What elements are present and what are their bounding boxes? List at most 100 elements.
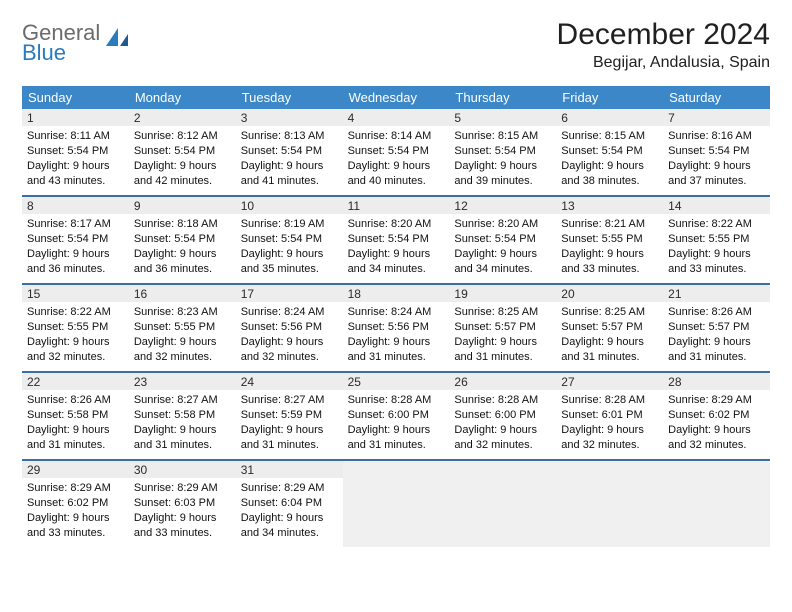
calendar-day: 16Sunrise: 8:23 AMSunset: 5:55 PMDayligh… [129, 285, 236, 371]
calendar-day: 28Sunrise: 8:29 AMSunset: 6:02 PMDayligh… [663, 373, 770, 459]
sunset-line: Sunset: 5:54 PM [241, 144, 338, 159]
sunset-line: Sunset: 5:58 PM [134, 408, 231, 423]
day-number: 23 [129, 373, 236, 390]
sunset-line: Sunset: 6:00 PM [454, 408, 551, 423]
sunset-line: Sunset: 5:55 PM [668, 232, 765, 247]
day-number: 20 [556, 285, 663, 302]
calendar-day: 20Sunrise: 8:25 AMSunset: 5:57 PMDayligh… [556, 285, 663, 371]
daylight-line: Daylight: 9 hours and 31 minutes. [561, 335, 658, 365]
dayname-friday: Friday [556, 86, 663, 109]
day-number: 19 [449, 285, 556, 302]
sunset-line: Sunset: 5:54 PM [27, 144, 124, 159]
calendar-week: 29Sunrise: 8:29 AMSunset: 6:02 PMDayligh… [22, 461, 770, 547]
sunset-line: Sunset: 6:04 PM [241, 496, 338, 511]
daylight-line: Daylight: 9 hours and 32 minutes. [561, 423, 658, 453]
calendar-day-empty [556, 461, 663, 547]
day-number: 22 [22, 373, 129, 390]
sunrise-line: Sunrise: 8:14 AM [348, 129, 445, 144]
sunset-line: Sunset: 6:02 PM [27, 496, 124, 511]
daylight-line: Daylight: 9 hours and 37 minutes. [668, 159, 765, 189]
daylight-line: Daylight: 9 hours and 42 minutes. [134, 159, 231, 189]
daylight-line: Daylight: 9 hours and 39 minutes. [454, 159, 551, 189]
day-number: 6 [556, 109, 663, 126]
day-number: 14 [663, 197, 770, 214]
daylight-line: Daylight: 9 hours and 35 minutes. [241, 247, 338, 277]
day-number: 13 [556, 197, 663, 214]
sunrise-line: Sunrise: 8:25 AM [454, 305, 551, 320]
day-number: 29 [22, 461, 129, 478]
calendar-day: 1Sunrise: 8:11 AMSunset: 5:54 PMDaylight… [22, 109, 129, 195]
dayname-saturday: Saturday [663, 86, 770, 109]
sunset-line: Sunset: 5:59 PM [241, 408, 338, 423]
calendar-week: 1Sunrise: 8:11 AMSunset: 5:54 PMDaylight… [22, 109, 770, 197]
sunrise-line: Sunrise: 8:24 AM [241, 305, 338, 320]
daylight-line: Daylight: 9 hours and 32 minutes. [134, 335, 231, 365]
sunrise-line: Sunrise: 8:28 AM [348, 393, 445, 408]
sunset-line: Sunset: 5:54 PM [454, 144, 551, 159]
calendar-day: 30 Sunrise: 8:29 AMSunset: 6:03 PMDayligh… [129, 461, 236, 547]
calendar-day-empty [343, 461, 450, 547]
dayname-sunday: Sunday [22, 86, 129, 109]
daylight-line: Daylight: 9 hours and 33 minutes. [134, 511, 231, 541]
sunrise-line: Sunrise: 8:29 AM [134, 481, 231, 496]
calendar-day: 25Sunrise: 8:28 AMSunset: 6:00 PMDayligh… [343, 373, 450, 459]
sunrise-line: Sunrise: 8:29 AM [27, 481, 124, 496]
day-number: 31 [236, 461, 343, 478]
dayname-row: Sunday Monday Tuesday Wednesday Thursday… [22, 86, 770, 109]
sunrise-line: Sunrise: 8:19 AM [241, 217, 338, 232]
calendar-day: 10Sunrise: 8:19 AMSunset: 5:54 PMDayligh… [236, 197, 343, 283]
day-number: 7 [663, 109, 770, 126]
daylight-line: Daylight: 9 hours and 32 minutes. [241, 335, 338, 365]
sunset-line: Sunset: 6:01 PM [561, 408, 658, 423]
sunset-line: Sunset: 5:54 PM [134, 232, 231, 247]
sunset-line: Sunset: 6:02 PM [668, 408, 765, 423]
daylight-line: Daylight: 9 hours and 31 minutes. [134, 423, 231, 453]
calendar-week: 22Sunrise: 8:26 AMSunset: 5:58 PMDayligh… [22, 373, 770, 461]
day-number: 30 [129, 461, 236, 478]
calendar-day-empty [449, 461, 556, 547]
day-number: 1 [22, 109, 129, 126]
sunset-line: Sunset: 5:54 PM [348, 232, 445, 247]
sunset-line: Sunset: 6:03 PM [134, 496, 231, 511]
dayname-monday: Monday [129, 86, 236, 109]
dayname-wednesday: Wednesday [343, 86, 450, 109]
day-number: 21 [663, 285, 770, 302]
sunrise-line: Sunrise: 8:28 AM [561, 393, 658, 408]
day-number: 10 [236, 197, 343, 214]
sunset-line: Sunset: 5:54 PM [454, 232, 551, 247]
daylight-line: Daylight: 9 hours and 32 minutes. [668, 423, 765, 453]
calendar-day: 31Sunrise: 8:29 AMSunset: 6:04 PMDayligh… [236, 461, 343, 547]
sunrise-line: Sunrise: 8:26 AM [27, 393, 124, 408]
calendar-day: 6Sunrise: 8:15 AMSunset: 5:54 PMDaylight… [556, 109, 663, 195]
daylight-line: Daylight: 9 hours and 38 minutes. [561, 159, 658, 189]
sunrise-line: Sunrise: 8:18 AM [134, 217, 231, 232]
sunset-line: Sunset: 5:55 PM [134, 320, 231, 335]
calendar-day: 17Sunrise: 8:24 AMSunset: 5:56 PMDayligh… [236, 285, 343, 371]
sunset-line: Sunset: 5:54 PM [348, 144, 445, 159]
calendar-day: 21Sunrise: 8:26 AMSunset: 5:57 PMDayligh… [663, 285, 770, 371]
daylight-line: Daylight: 9 hours and 40 minutes. [348, 159, 445, 189]
title-block: December 2024 Begijar, Andalusia, Spain [557, 18, 770, 72]
sunrise-line: Sunrise: 8:15 AM [561, 129, 658, 144]
sunrise-line: Sunrise: 8:22 AM [27, 305, 124, 320]
daylight-line: Daylight: 9 hours and 36 minutes. [134, 247, 231, 277]
sunrise-line: Sunrise: 8:23 AM [134, 305, 231, 320]
daylight-line: Daylight: 9 hours and 31 minutes. [668, 335, 765, 365]
day-number: 18 [343, 285, 450, 302]
sunrise-line: Sunrise: 8:17 AM [27, 217, 124, 232]
sunrise-line: Sunrise: 8:20 AM [348, 217, 445, 232]
sunset-line: Sunset: 5:57 PM [454, 320, 551, 335]
sunrise-line: Sunrise: 8:16 AM [668, 129, 765, 144]
calendar-day: 15Sunrise: 8:22 AMSunset: 5:55 PMDayligh… [22, 285, 129, 371]
sunrise-line: Sunrise: 8:26 AM [668, 305, 765, 320]
daylight-line: Daylight: 9 hours and 31 minutes. [241, 423, 338, 453]
day-number: 28 [663, 373, 770, 390]
sunset-line: Sunset: 5:54 PM [134, 144, 231, 159]
calendar-day: 8Sunrise: 8:17 AMSunset: 5:54 PMDaylight… [22, 197, 129, 283]
calendar-day: 18Sunrise: 8:24 AMSunset: 5:56 PMDayligh… [343, 285, 450, 371]
day-number: 27 [556, 373, 663, 390]
daylight-line: Daylight: 9 hours and 32 minutes. [454, 423, 551, 453]
calendar-day: 24Sunrise: 8:27 AMSunset: 5:59 PMDayligh… [236, 373, 343, 459]
calendar-week: 15Sunrise: 8:22 AMSunset: 5:55 PMDayligh… [22, 285, 770, 373]
sail-icon [104, 26, 130, 53]
